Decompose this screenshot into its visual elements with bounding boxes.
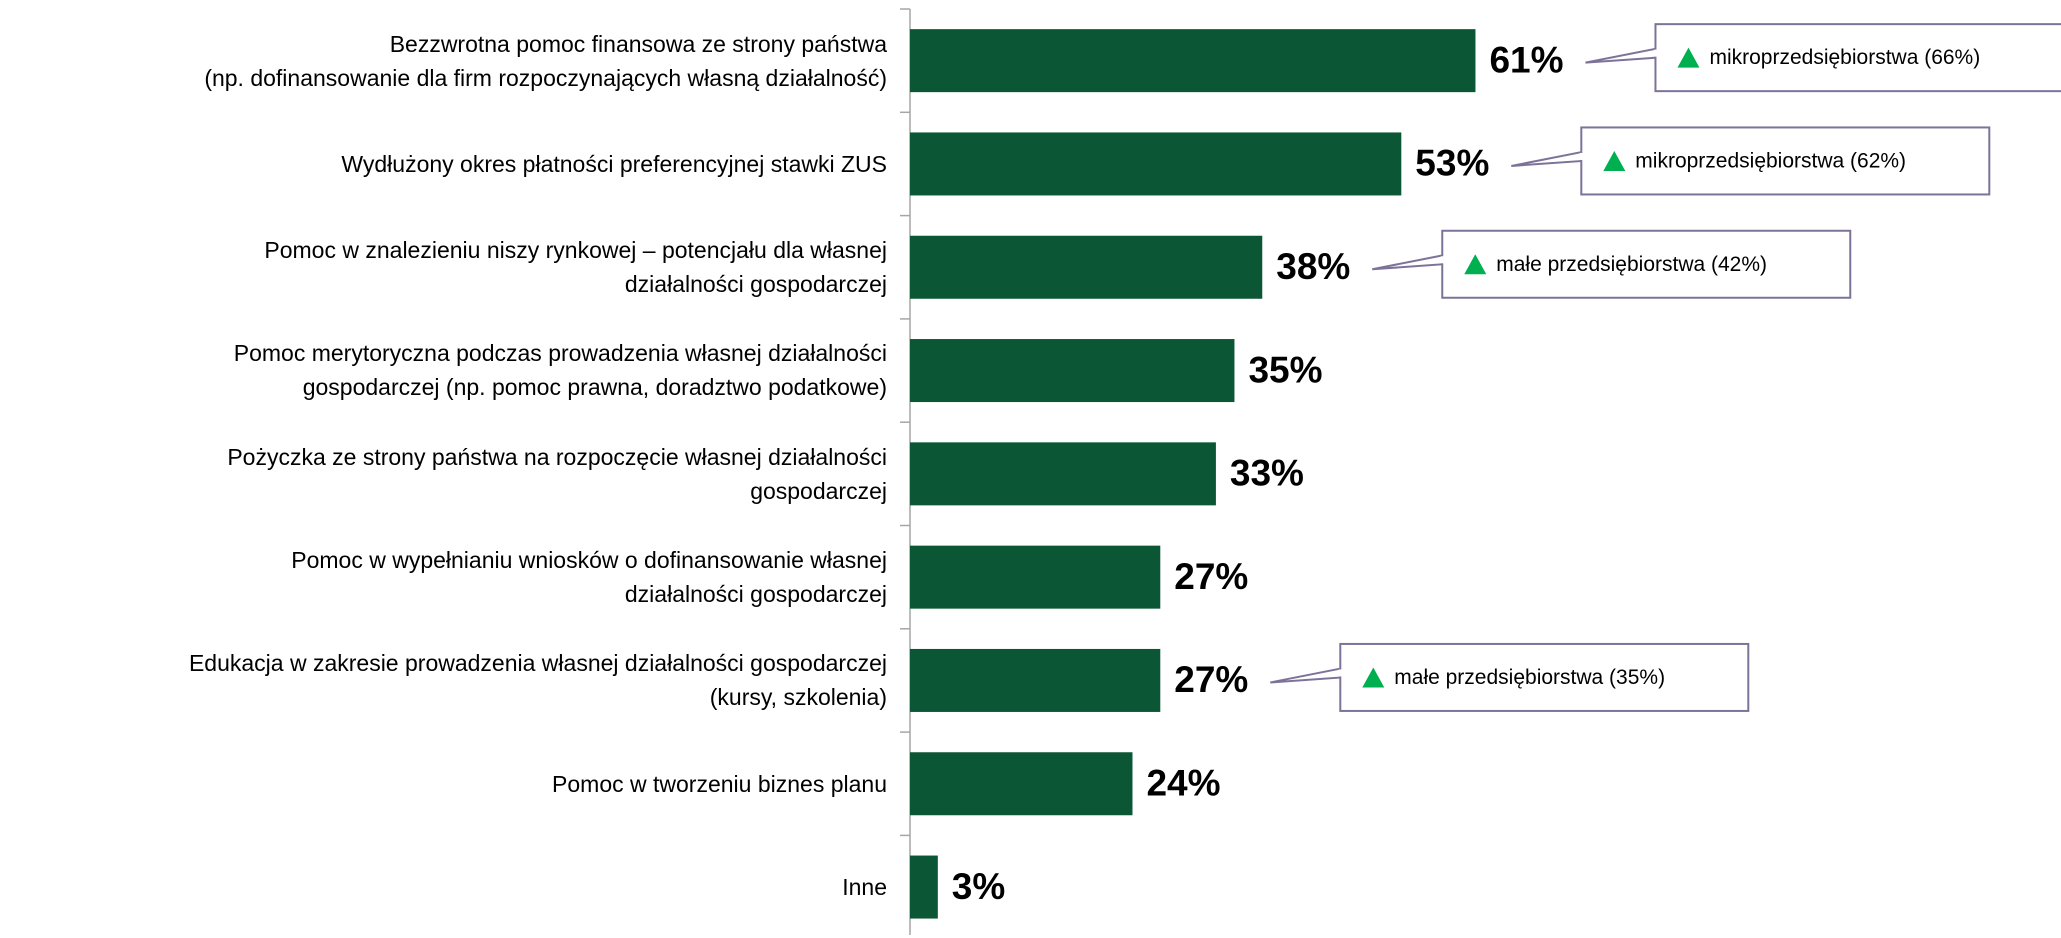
annotation-text: małe przedsiębiorstwa (42%) — [1496, 253, 1767, 276]
value-label: 53% — [1415, 143, 1489, 184]
category-label: Pomoc w znalezieniu niszy rynkowej – pot… — [0, 216, 887, 319]
callout-box — [1580, 126, 1991, 196]
category-label: Bezzwrotna pomoc finansowa ze strony pań… — [0, 9, 887, 112]
bar — [910, 442, 1216, 506]
category-label: Pomoc w tworzeniu biznes planu — [0, 732, 887, 835]
category-label: Edukacja w zakresie prowadzenia własnej … — [0, 629, 887, 732]
category-text: Bezzwrotna pomoc finansowa ze strony pań… — [204, 30, 887, 91]
callout-pointer — [1270, 667, 1343, 684]
bar — [910, 648, 1161, 712]
category-text: Pomoc w wypełnianiu wniosków o dofinanso… — [291, 547, 887, 607]
bar — [910, 752, 1133, 816]
value-label: 33% — [1230, 453, 1304, 494]
value-label: 3% — [952, 866, 1005, 907]
bar — [910, 855, 938, 919]
category-label: Pożyczka ze strony państwa na rozpoczęci… — [0, 422, 887, 525]
value-label: 35% — [1248, 349, 1322, 390]
annotation: małe przedsiębiorstwa (35%) — [1270, 642, 1750, 712]
callout-box — [1441, 229, 1852, 299]
category-text: Inne — [842, 873, 887, 900]
category-text: Pomoc merytoryczna podczas prowadzenia w… — [233, 340, 887, 401]
callout-pointer — [1511, 150, 1584, 167]
category-label: Pomoc w wypełnianiu wniosków o dofinanso… — [0, 526, 887, 629]
annotation: mikroprzedsiębiorstwa (62%) — [1511, 126, 1991, 196]
category-label: Wydłużony okres płatności preferencyjnej… — [0, 112, 887, 215]
category-text: Pożyczka ze strony państwa na rozpoczęci… — [227, 443, 887, 504]
bar — [910, 339, 1235, 403]
up-triangle — [1464, 254, 1487, 275]
category-text: Pomoc w tworzeniu biznes planu — [552, 770, 887, 797]
bar — [910, 132, 1402, 196]
bar — [910, 545, 1161, 609]
category-text: Wydłużony okres płatności preferencyjnej… — [341, 150, 887, 177]
category-label: Pomoc merytoryczna podczas prowadzenia w… — [0, 319, 887, 422]
category-label: Inne — [0, 835, 887, 938]
annotation-text: mikroprzedsiębiorstwa (62%) — [1635, 149, 1906, 172]
category-text: Pomoc w znalezieniu niszy rynkowej – pot… — [264, 237, 887, 298]
value-label: 24% — [1146, 763, 1220, 804]
annotation-text: mikroprzedsiębiorstwa (66%) — [1709, 46, 1980, 69]
callout-box — [1339, 642, 1750, 712]
value-label: 38% — [1276, 246, 1350, 287]
value-label: 27% — [1174, 659, 1248, 700]
up-triangle — [1362, 667, 1385, 688]
value-label: 27% — [1174, 556, 1248, 597]
bar — [910, 235, 1263, 299]
annotation: mikroprzedsiębiorstwa (66%) — [1585, 23, 2061, 93]
callout-pointer — [1585, 47, 1658, 64]
annotation: małe przedsiębiorstwa (42%) — [1372, 229, 1852, 299]
annotation-text: małe przedsiębiorstwa (35%) — [1394, 666, 1665, 689]
callout-pointer — [1372, 254, 1445, 271]
up-triangle — [1677, 47, 1700, 68]
value-label: 61% — [1489, 39, 1563, 80]
up-triangle — [1603, 150, 1626, 171]
callout-box — [1654, 23, 2061, 93]
category-text: Edukacja w zakresie prowadzenia własnej … — [188, 650, 887, 711]
bar — [910, 29, 1476, 93]
